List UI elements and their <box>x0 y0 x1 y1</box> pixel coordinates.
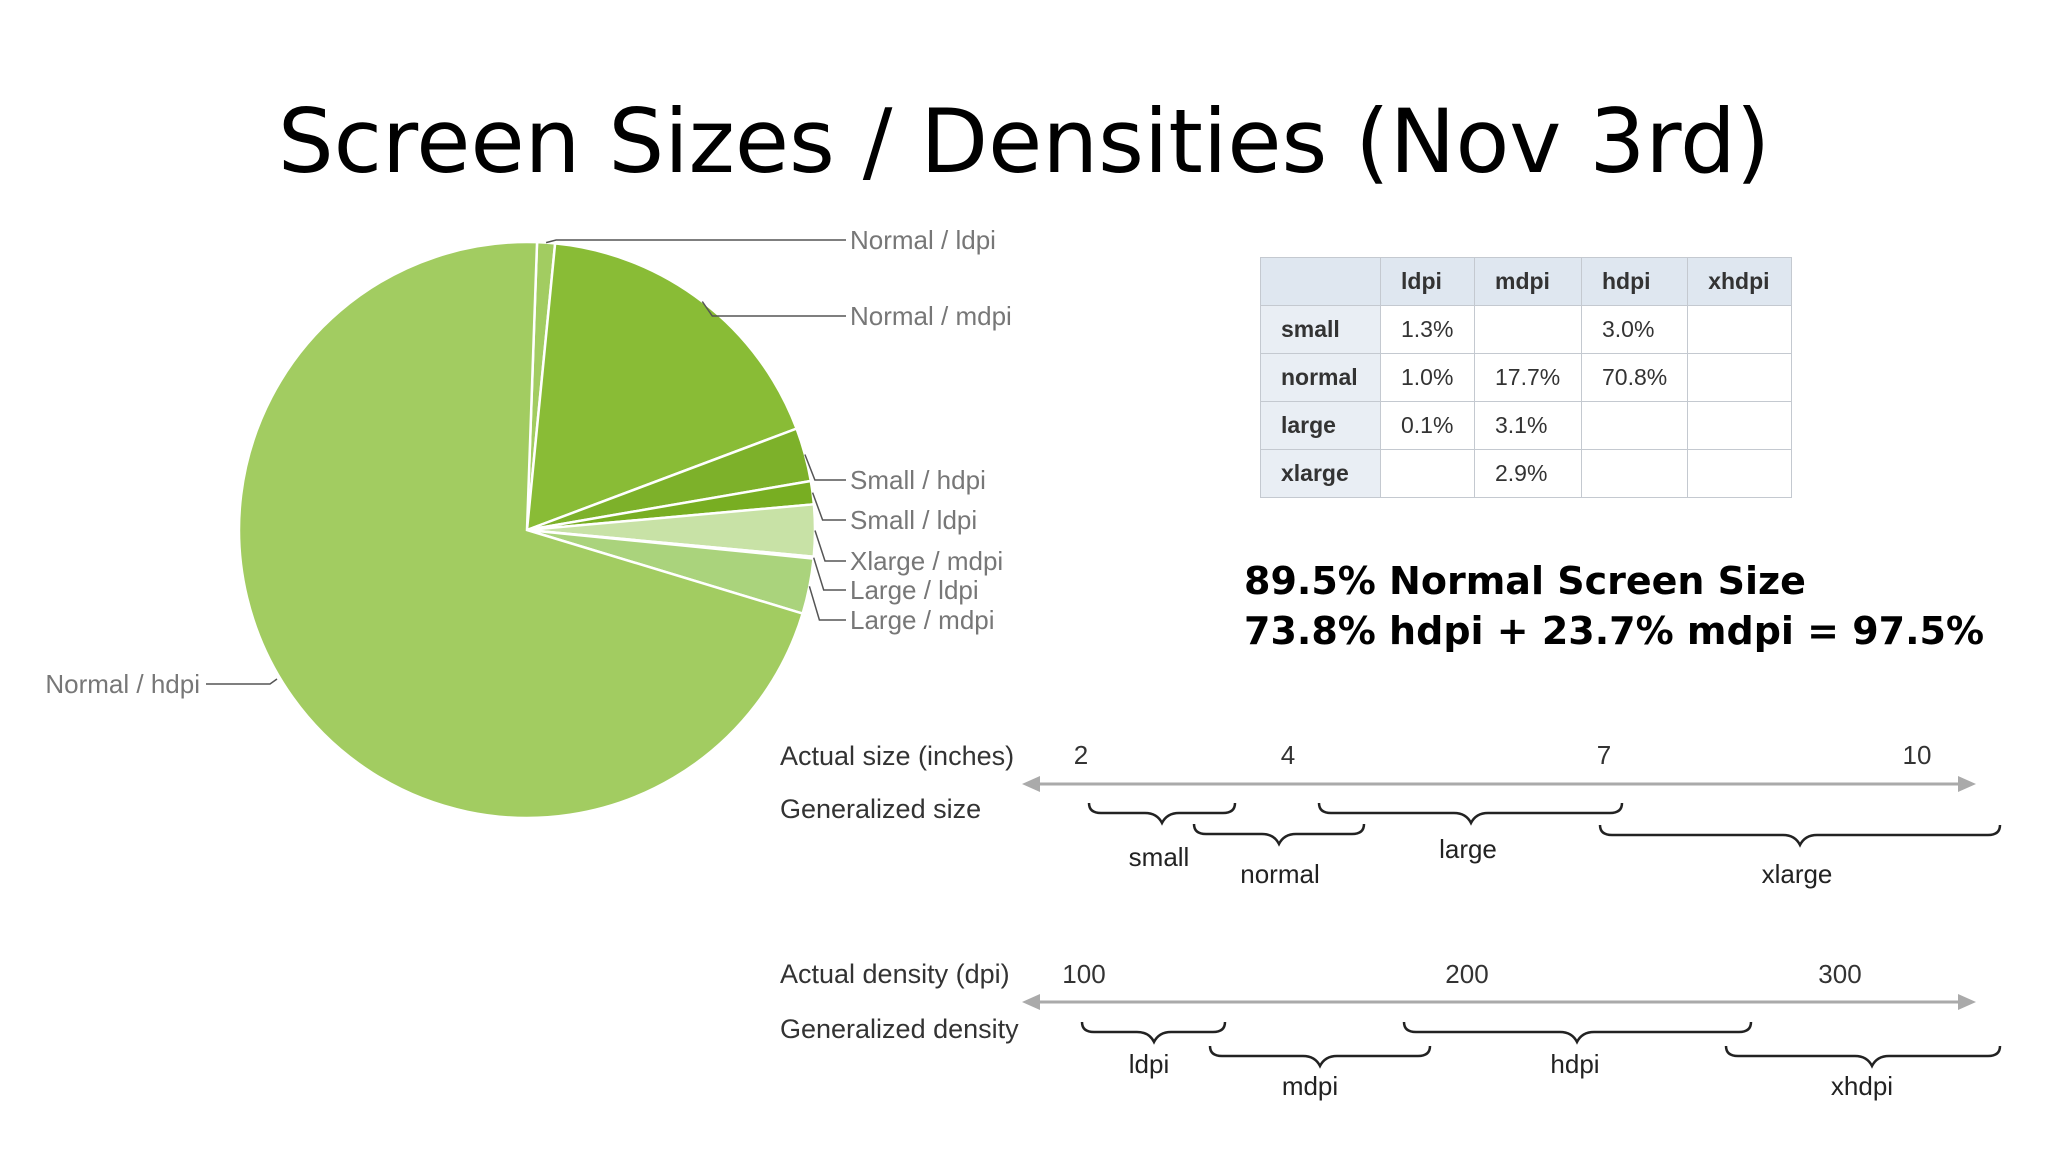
pie-leader-line <box>814 530 846 562</box>
pie-slice-label: Small / hdpi <box>850 465 986 495</box>
density-tick-label: 200 <box>1445 959 1488 989</box>
table-cell: 0.1% <box>1380 401 1475 450</box>
size-group-label: large <box>1439 834 1497 864</box>
table-cell <box>1687 353 1793 402</box>
pie-leader-line <box>701 301 846 317</box>
pie-leader-line <box>812 557 846 591</box>
column-header: xhdpi <box>1687 257 1793 306</box>
table-cell <box>1580 449 1689 498</box>
distribution-table: ldpi mdpi hdpi xhdpi small 1.3% 3.0% nor… <box>1260 257 1793 498</box>
table-cell: 17.7% <box>1474 353 1582 402</box>
size-tick-label: 7 <box>1597 740 1611 770</box>
row-header: small <box>1260 305 1381 354</box>
density-brace-mdpi <box>1208 1045 1432 1069</box>
pie-slice-label: Large / mdpi <box>850 605 995 635</box>
table-cell <box>1687 449 1793 498</box>
pie-leader-line <box>206 678 278 685</box>
table-row: xlarge 2.9% <box>1260 449 1793 498</box>
size-axis-left-arrow <box>1022 776 1040 792</box>
table-cell: 1.3% <box>1380 305 1475 354</box>
row-header: large <box>1260 401 1381 450</box>
summary-normal-size: 89.5% Normal Screen Size <box>1244 559 1806 603</box>
size-tick-label: 10 <box>1903 740 1932 770</box>
page-title: Screen Sizes / Densities (Nov 3rd) <box>277 90 1771 193</box>
pie-slice-label: Normal / hdpi <box>45 669 200 699</box>
density-group-label: xhdpi <box>1831 1071 1893 1101</box>
size-brace-normal <box>1192 823 1366 847</box>
pie-slice-label: Large / ldpi <box>850 575 979 605</box>
table-cell: 3.0% <box>1580 305 1689 354</box>
table-cell: 3.1% <box>1474 401 1582 450</box>
density-axis-right-arrow <box>1958 994 1976 1010</box>
table-cell: 1.0% <box>1380 353 1475 402</box>
density-tick-label: 100 <box>1062 959 1105 989</box>
table-row: large 0.1% 3.1% <box>1260 401 1793 450</box>
pie-slice-label: Normal / mdpi <box>850 301 1012 331</box>
column-header: hdpi <box>1580 257 1689 306</box>
pie-leader-line <box>811 492 846 521</box>
size-brace-large <box>1317 802 1624 826</box>
table-cell <box>1687 401 1793 450</box>
size-group-label: xlarge <box>1762 859 1833 889</box>
size-brace-xlarge <box>1598 824 2002 848</box>
table-cell <box>1687 305 1793 354</box>
size-scale-label: Actual size (inches) <box>780 741 1014 771</box>
table-cell: 70.8% <box>1580 353 1689 402</box>
density-group-label: hdpi <box>1550 1049 1599 1079</box>
table-row: small 1.3% 3.0% <box>1260 305 1793 354</box>
pie-slice-label: Xlarge / mdpi <box>850 546 1003 576</box>
size-group-label: normal <box>1240 859 1319 889</box>
pie-slice <box>237 240 805 820</box>
table-cell: 2.9% <box>1474 449 1582 498</box>
table-corner <box>1260 257 1381 306</box>
size-tick-label: 2 <box>1074 740 1088 770</box>
size-brace-small <box>1087 802 1237 826</box>
density-tick-label: 300 <box>1818 959 1861 989</box>
pie-leader-line <box>545 239 846 244</box>
density-brace-ldpi <box>1080 1021 1227 1045</box>
generalized-size-label: Generalized size <box>780 794 981 824</box>
size-scale: Actual size (inches) Generalized size 2 … <box>780 740 2002 889</box>
size-axis-right-arrow <box>1958 776 1976 792</box>
density-brace-hdpi <box>1402 1021 1753 1045</box>
pie-slice-label: Normal / ldpi <box>850 225 996 255</box>
pie-chart <box>237 240 817 820</box>
row-header: normal <box>1260 353 1381 402</box>
column-header: ldpi <box>1380 257 1475 306</box>
density-axis-left-arrow <box>1022 994 1040 1010</box>
table-cell <box>1380 449 1475 498</box>
generalized-density-label: Generalized density <box>780 1014 1019 1044</box>
table-cell <box>1474 305 1582 354</box>
table-cell <box>1580 401 1689 450</box>
density-group-label: ldpi <box>1129 1049 1169 1079</box>
table-row: normal 1.0% 17.7% 70.8% <box>1260 353 1793 402</box>
density-scale-label: Actual density (dpi) <box>780 959 1010 989</box>
table-header-row: ldpi mdpi hdpi xhdpi <box>1260 257 1793 306</box>
summary-density-total: 73.8% hdpi + 23.7% mdpi = 97.5% <box>1244 609 1985 653</box>
density-scale: Actual density (dpi) Generalized density… <box>780 959 2002 1101</box>
size-group-label: small <box>1129 842 1190 872</box>
pie-leader-line <box>804 454 846 481</box>
pie-labels: Normal / ldpi Normal / mdpi Small / hdpi Sm… <box>45 225 1011 699</box>
column-header: mdpi <box>1474 257 1582 306</box>
pie-slice-label: Small / ldpi <box>850 505 977 535</box>
density-brace-xhdpi <box>1724 1045 2002 1069</box>
row-header: xlarge <box>1260 449 1381 498</box>
pie-leader-line <box>808 586 846 621</box>
size-tick-label: 4 <box>1281 740 1295 770</box>
density-group-label: mdpi <box>1282 1071 1338 1101</box>
